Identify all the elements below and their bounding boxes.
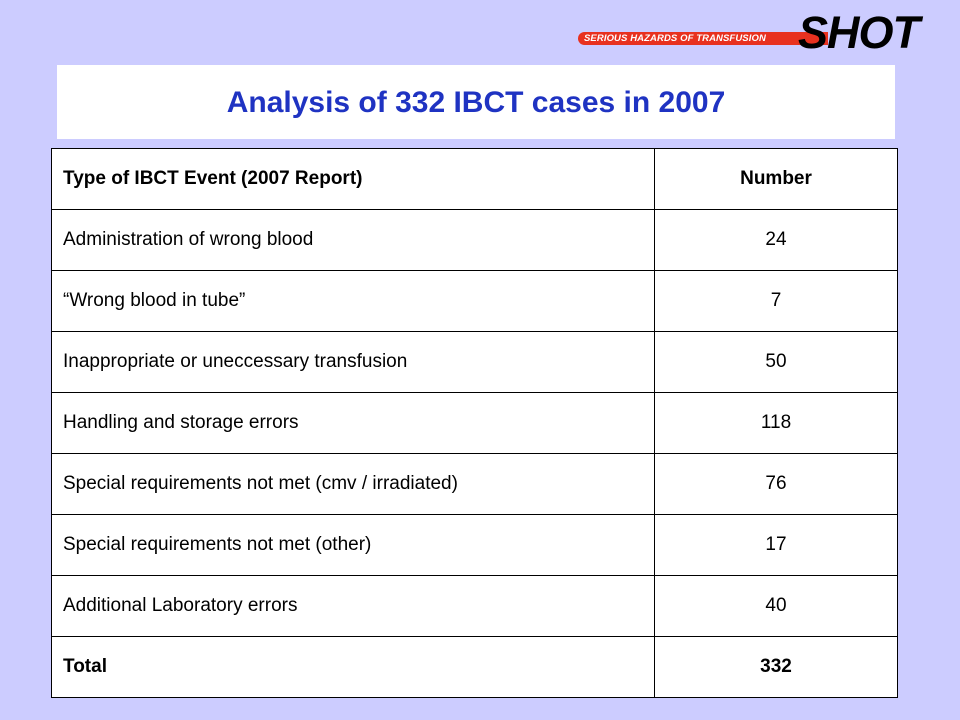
event-type-cell: Special requirements not met (other) xyxy=(51,514,655,576)
event-number-cell: 40 xyxy=(654,575,898,637)
event-number-cell: 76 xyxy=(654,453,898,515)
event-number-cell: 24 xyxy=(654,209,898,271)
ibct-events-table: Type of IBCT Event (2007 Report) Number … xyxy=(51,148,898,698)
logo-red-bar xyxy=(578,32,828,45)
event-number-cell: 17 xyxy=(654,514,898,576)
event-type-cell: Special requirements not met (cmv / irra… xyxy=(51,453,655,515)
header-number-cell: Number xyxy=(654,148,898,210)
header-type-cell: Type of IBCT Event (2007 Report) xyxy=(51,148,655,210)
event-number-cell: 7 xyxy=(654,270,898,332)
event-type-cell: Administration of wrong blood xyxy=(51,209,655,271)
event-type-cell: Handling and storage errors xyxy=(51,392,655,454)
event-type-cell: “Wrong blood in tube” xyxy=(51,270,655,332)
total-label-cell: Total xyxy=(51,636,655,698)
page-title: Analysis of 332 IBCT cases in 2007 xyxy=(226,86,726,119)
table-row: Inappropriate or uneccessary transfusion… xyxy=(51,331,898,393)
table-total-row: Total 332 xyxy=(51,636,898,698)
table-row: Special requirements not met (cmv / irra… xyxy=(51,453,898,515)
table-row: Special requirements not met (other) 17 xyxy=(51,514,898,576)
table-row: Administration of wrong blood 24 xyxy=(51,209,898,271)
logo-tagline: SERIOUS HAZARDS OF TRANSFUSION xyxy=(584,33,766,44)
table-row: Handling and storage errors 118 xyxy=(51,392,898,454)
table-row: Additional Laboratory errors 40 xyxy=(51,575,898,637)
shot-logo: SERIOUS HAZARDS OF TRANSFUSION SHOT xyxy=(576,7,948,58)
table-row: “Wrong blood in tube” 7 xyxy=(51,270,898,332)
event-number-cell: 118 xyxy=(654,392,898,454)
event-type-cell: Inappropriate or uneccessary transfusion xyxy=(51,331,655,393)
logo-wordmark: SHOT xyxy=(798,7,920,58)
event-number-cell: 50 xyxy=(654,331,898,393)
event-type-cell: Additional Laboratory errors xyxy=(51,575,655,637)
title-panel: Analysis of 332 IBCT cases in 2007 xyxy=(57,65,895,139)
table-header-row: Type of IBCT Event (2007 Report) Number xyxy=(51,148,898,210)
total-number-cell: 332 xyxy=(654,636,898,698)
